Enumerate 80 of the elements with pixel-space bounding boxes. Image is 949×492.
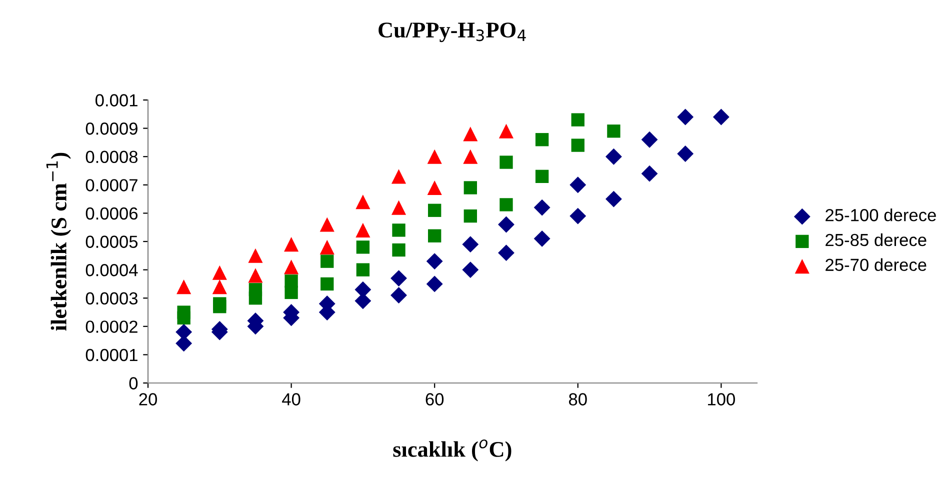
point [535, 133, 549, 146]
x-tick-label: 60 [426, 393, 444, 406]
point [356, 222, 370, 238]
y-tick-label: 0.0001 [86, 348, 138, 362]
point [500, 198, 513, 212]
point [320, 254, 334, 268]
point [570, 176, 586, 194]
point [428, 229, 442, 242]
point [534, 199, 550, 216]
point [248, 248, 263, 263]
legend-label: 25-100 derece [826, 208, 936, 222]
point [641, 165, 658, 182]
point [390, 287, 407, 304]
legend-label: 25-70 derece [826, 258, 926, 272]
y-axis-title: iletkenlik (S cm$^{−1}$) [46, 152, 71, 331]
point [392, 243, 406, 257]
point [176, 279, 192, 294]
point [464, 209, 477, 223]
point [356, 263, 370, 276]
point [464, 181, 477, 194]
point [320, 217, 334, 232]
point [677, 108, 694, 126]
point [426, 253, 443, 270]
point [213, 300, 226, 314]
point [427, 180, 442, 196]
point [571, 138, 584, 152]
point [570, 208, 586, 224]
point [284, 286, 298, 300]
x-tick-label: 20 [139, 393, 157, 406]
point [356, 240, 370, 254]
point [391, 169, 406, 184]
point [712, 108, 730, 126]
point [462, 262, 479, 278]
point [212, 279, 227, 294]
y-tick-label: 0 [129, 377, 138, 390]
chart-title: Cu/PPy-H$_{3}$PO$_{4}$ [378, 22, 526, 42]
point [284, 260, 299, 274]
point [677, 146, 694, 162]
point [392, 224, 406, 237]
point [462, 236, 479, 253]
point [571, 113, 584, 126]
y-tick-label: 0.001 [96, 94, 138, 106]
point [463, 149, 478, 164]
point [605, 148, 622, 165]
point [428, 204, 442, 217]
x-axis-title: sıcaklık ($^{o}$C) [393, 439, 512, 462]
point [390, 270, 407, 287]
point [498, 244, 514, 262]
point [248, 268, 263, 283]
point [284, 237, 299, 252]
point [320, 240, 334, 254]
y-tick-label: 0.0009 [86, 122, 138, 135]
point [534, 230, 550, 247]
point [320, 277, 334, 291]
point [391, 200, 406, 215]
y-tick-label: 0.0006 [86, 207, 138, 220]
point [426, 276, 443, 292]
y-tick-label: 0.0003 [86, 292, 138, 305]
point [212, 265, 227, 280]
x-tick-label: 100 [708, 393, 735, 406]
point [535, 170, 549, 183]
point [498, 124, 514, 138]
point [641, 131, 658, 148]
point [356, 194, 370, 210]
point [463, 126, 478, 142]
point [427, 149, 442, 164]
y-tick-label: 0.0004 [86, 264, 138, 276]
y-tick-label: 0.0005 [86, 236, 138, 248]
x-tick-label: 80 [568, 393, 587, 406]
y-tick-label: 0.0002 [86, 320, 138, 333]
y-tick-label: 0.0007 [86, 179, 138, 192]
point [498, 216, 514, 233]
point [605, 190, 622, 208]
point [177, 311, 190, 324]
point [500, 156, 513, 169]
y-tick-label: 0.0008 [86, 150, 138, 164]
point [607, 124, 620, 138]
x-tick-label: 40 [282, 393, 300, 406]
legend-label: 25-85 derece [826, 233, 926, 246]
point [248, 292, 262, 305]
